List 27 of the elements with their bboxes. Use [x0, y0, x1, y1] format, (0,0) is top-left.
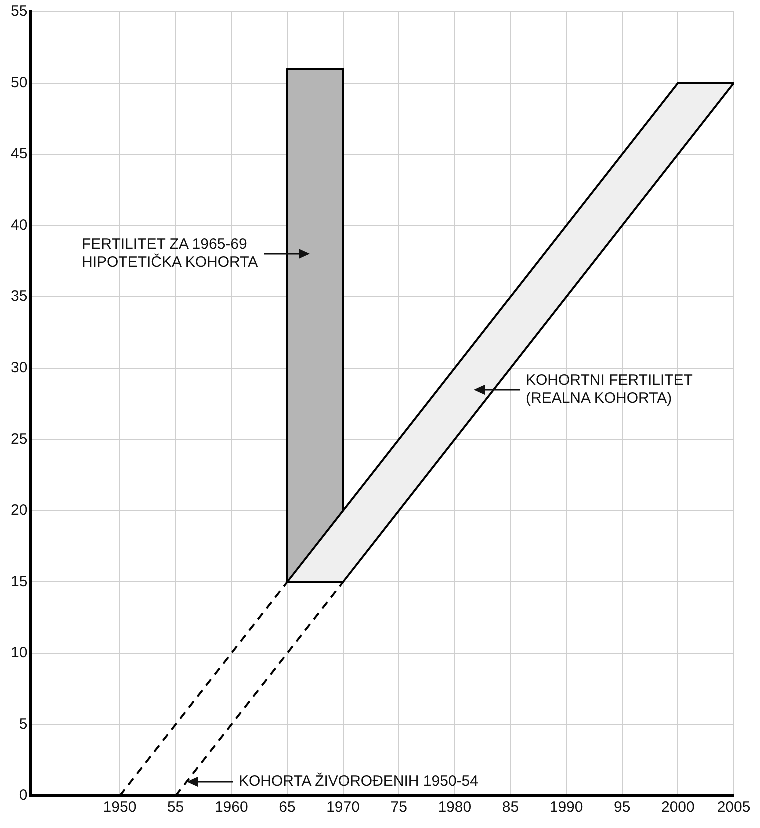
y-tick-label: 20 [10, 502, 28, 520]
x-tick-label: 95 [614, 799, 631, 816]
annotation: KOHORTNI FERTILITET (REALNA KOHORTA) [526, 372, 693, 408]
y-tick-label: 55 [10, 3, 28, 20]
y-tick-label: 15 [10, 573, 28, 590]
annotation: FERTILITET ZA 1965-69 HIPOTETIČKA KOHORTA [82, 236, 258, 272]
x-tick-label: 1950 [103, 799, 137, 816]
x-tick-label: 65 [279, 799, 296, 816]
y-tick-label: 25 [10, 430, 28, 448]
x-tick-label: 1970 [326, 799, 360, 816]
x-tick-label: 2000 [661, 799, 695, 816]
y-tick-label: 40 [10, 216, 28, 234]
y-tick-label: 35 [10, 288, 28, 306]
y-tick-label: 50 [10, 74, 28, 92]
y-tick-label: 45 [10, 146, 28, 163]
x-tick-label: 1980 [438, 799, 472, 816]
annotation: KOHORTA ŽIVOROĐENIH 1950-54 [238, 772, 478, 791]
x-tick-label: 75 [390, 799, 408, 816]
x-tick-label: 55 [167, 799, 184, 816]
x-tick-label: 1960 [214, 799, 248, 816]
y-tick-label: 30 [10, 360, 28, 377]
y-tick-label: 0 [19, 787, 28, 804]
y-tick-label: 5 [19, 716, 28, 733]
x-tick-label: 1990 [550, 799, 584, 816]
y-tick-label: 10 [10, 644, 28, 662]
x-tick-label: 85 [502, 799, 520, 816]
x-tick-label: 2005 [717, 799, 751, 816]
